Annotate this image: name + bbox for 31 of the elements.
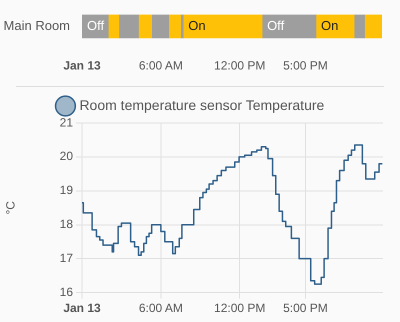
y-tick-label: 18: [60, 217, 74, 232]
y-tick-label: 16: [60, 284, 74, 299]
y-tick-label: 19: [60, 183, 74, 198]
x-tick-label: 5:00 PM: [283, 301, 328, 316]
x-tick-label: 12:00 PM: [214, 301, 266, 316]
x-tick-label: Jan 13: [63, 301, 102, 316]
bar: [262, 14, 316, 38]
data-label: Off: [267, 18, 285, 33]
legend-label: Room temperature sensor Temperature: [79, 96, 325, 113]
y-tick-label: 20: [60, 149, 74, 164]
y-axis-title: °C: [4, 200, 18, 215]
bar: [151, 14, 170, 38]
data-label: On: [320, 18, 338, 33]
x-tick-label: 12:00 PM: [214, 58, 266, 73]
data-label: On: [188, 18, 206, 33]
bar: [316, 14, 354, 38]
y-tick-label: 17: [60, 250, 74, 265]
bar: [138, 14, 152, 38]
y-tick-label: 21: [60, 115, 74, 130]
bar: [118, 14, 139, 38]
bar: [108, 14, 120, 38]
y-tick-label: Main Room: [4, 18, 70, 33]
bar: [182, 14, 262, 38]
bar: [354, 14, 365, 38]
x-tick-label: 6:00 AM: [138, 58, 183, 73]
data-label: Off: [87, 18, 104, 33]
bar: [168, 14, 181, 38]
bar: [364, 14, 382, 38]
x-tick-label: 6:00 AM: [138, 301, 183, 316]
x-tick-label: Jan 13: [63, 58, 102, 73]
x-tick-label: 5:00 PM: [283, 58, 328, 73]
